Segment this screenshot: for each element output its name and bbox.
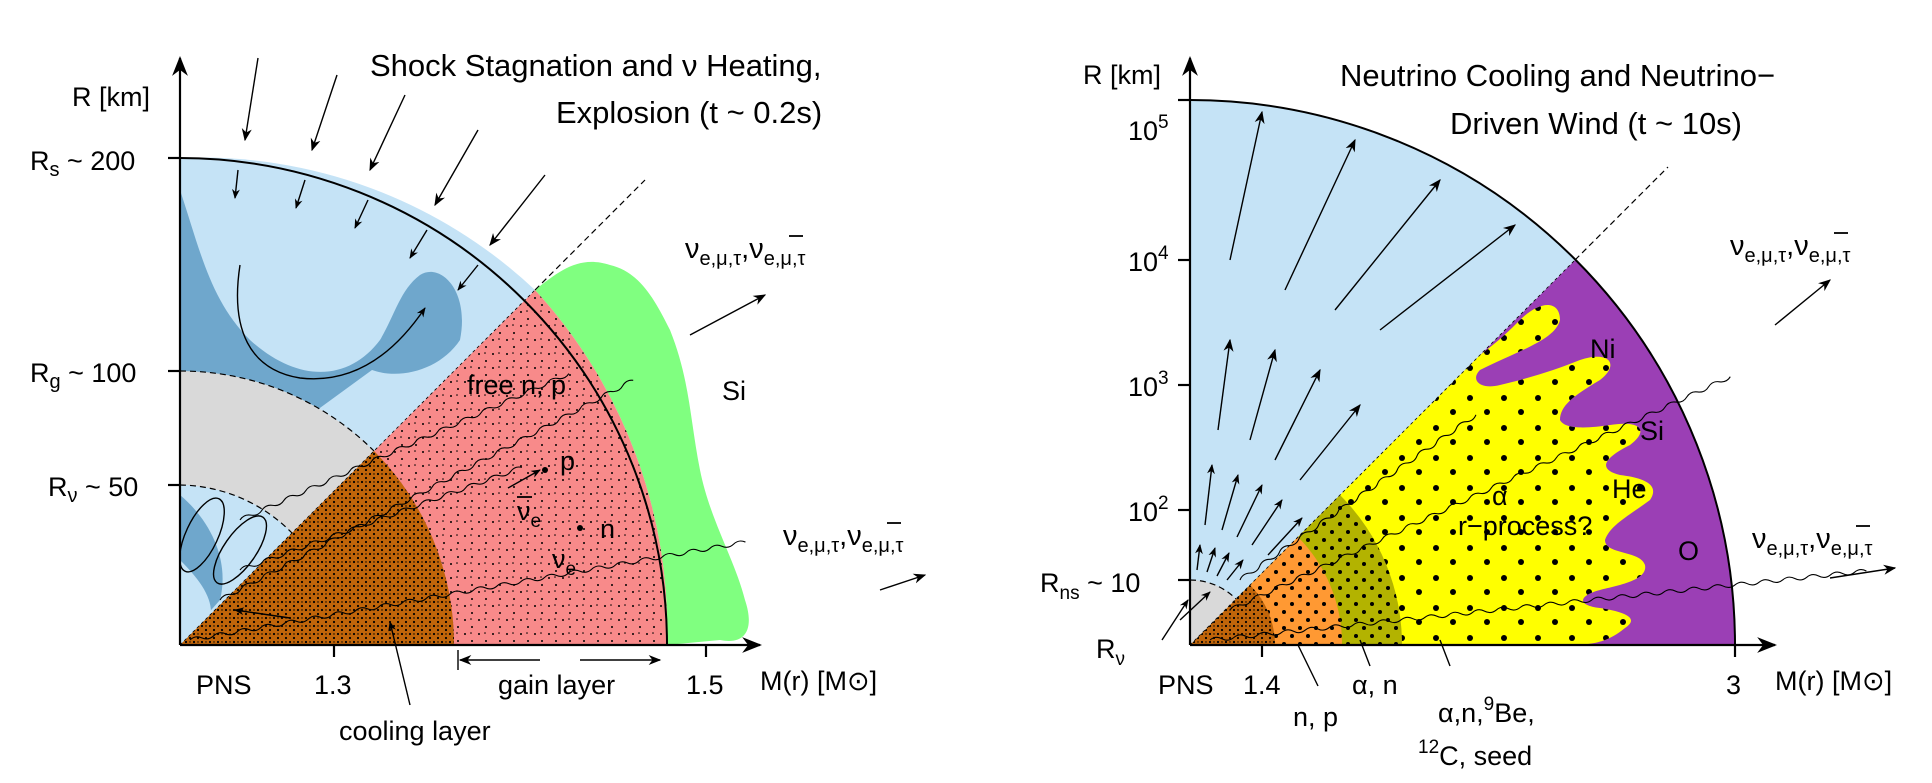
label-seed-line1: α,n,9Be, [1438,694,1535,728]
left-neutrino-label-lower: νe,μ,τ,νe,μ,τ [783,520,903,557]
x-tick-1-3: 1.3 [314,670,352,700]
left-panel: Shock Stagnation and ν Heating, Explosio… [30,48,927,746]
right-neutrino-label-upper: νe,μ,τ,νe,μ,τ [1730,230,1850,267]
right-title-line1: Neutrino Cooling and Neutrino− [1340,58,1775,93]
right-panel: Neutrino Cooling and Neutrino− Driven Wi… [1040,56,1897,771]
right-neutrino-paths [1209,279,1897,641]
label-rnu-right: Rν [1096,634,1125,670]
x-tick-pns: PNS [196,670,252,700]
left-title-line1: Shock Stagnation and ν Heating, [370,48,822,83]
label-si-right: Si [1640,416,1664,446]
right-x-tick-pns: PNS [1158,670,1214,700]
label-cooling-layer: cooling layer [339,716,491,746]
label-o: O [1678,536,1699,566]
left-neutrino-label-upper: νe,μ,τ,νe,μ,τ [685,233,805,270]
left-x-axis-label: M(r) [M⊙] [760,666,877,696]
right-x-tick-3: 3 [1726,670,1741,700]
infall-arrows [232,57,546,291]
right-y-axis-label: R [km] [1083,60,1161,90]
y-tick-1e4: 104 [1128,243,1169,277]
label-alpha-n: α, n [1352,670,1398,700]
neutrino-paths [189,294,927,641]
tick-rs: Rs ~ 200 [30,146,135,181]
label-n: n [600,514,615,544]
label-alpha: α [1492,481,1508,511]
label-si: Si [722,376,746,406]
convection-loop [212,515,268,585]
x-tick-1-5: 1.5 [686,670,724,700]
label-gain-layer: gain layer [498,670,615,700]
neutrino-sphere-zone [180,370,374,533]
right-x-tick-1-4: 1.4 [1243,670,1281,700]
left-title-line2: Explosion (t ~ 0.2s) [556,95,822,130]
tick-rg: Rg ~ 100 [30,358,136,393]
tick-rns: Rns ~ 10 [1040,568,1140,604]
y-tick-1e5: 105 [1128,112,1169,146]
label-seed-line2: 12C, seed [1418,737,1532,771]
tick-rnu: Rν ~ 50 [48,472,138,507]
wind-arrows [1195,110,1516,581]
wind-region [1190,100,1575,645]
left-y-axis-label: R [km] [72,82,150,112]
convection-loop [179,497,225,573]
right-x-axis-label: M(r) [M⊙] [1775,666,1892,696]
label-ni: Ni [1590,334,1616,364]
label-free-np: free n, p [467,370,566,400]
right-neutrino-label-lower: νe,μ,τ,νe,μ,τ [1752,523,1872,560]
label-he: He [1612,474,1647,504]
label-r-process: r−process? [1458,511,1592,541]
label-np-right: n, p [1293,702,1338,732]
label-nu-e: νe [552,544,576,580]
label-p: p [560,446,575,476]
y-tick-1e3: 103 [1128,368,1169,402]
label-nu-e-bar: νe [517,496,541,532]
y-tick-1e2: 102 [1128,493,1169,527]
right-title-line2: Driven Wind (t ~ 10s) [1450,106,1742,141]
